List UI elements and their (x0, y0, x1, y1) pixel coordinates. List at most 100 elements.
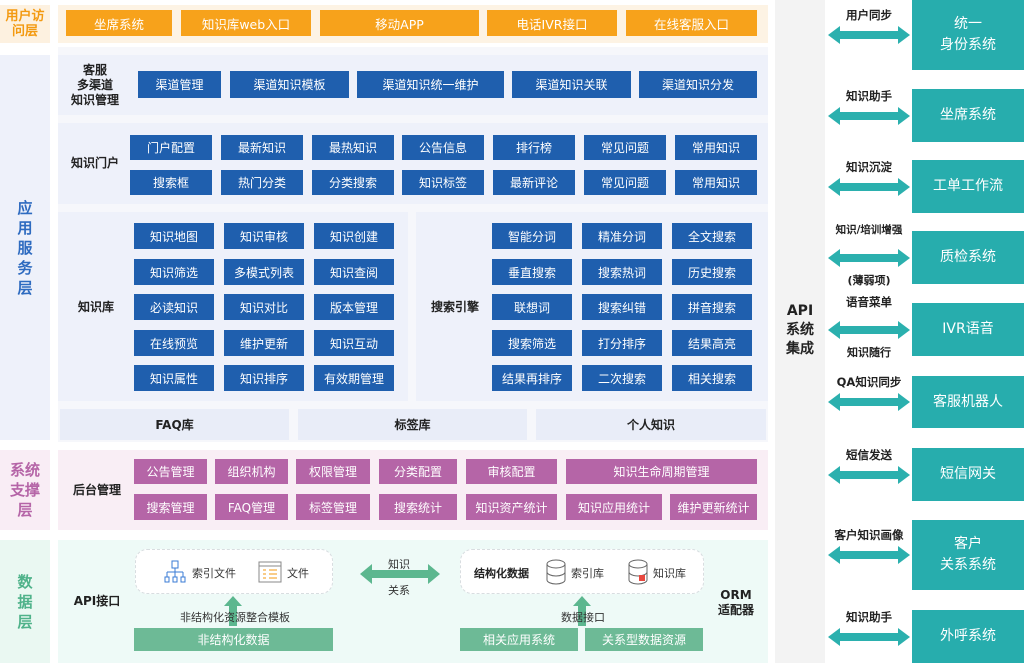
kb-button[interactable]: 知识排序 (224, 365, 304, 391)
search-label: 搜索引擎 (430, 300, 479, 314)
search-button[interactable]: 智能分词 (492, 223, 572, 249)
kb-button[interactable]: 维护更新 (224, 330, 304, 356)
api-interface-label: API接口 (73, 594, 121, 608)
tab-personal[interactable]: 个人知识 (536, 409, 766, 440)
portal-button[interactable]: 排行榜 (493, 135, 575, 160)
integration-system-box[interactable]: 客户 关系系统 (912, 520, 1024, 590)
integration-link-label: 语音菜单 (846, 294, 892, 309)
structured-data-box (460, 549, 704, 594)
user-access-button[interactable]: 在线客服入口 (626, 10, 757, 36)
structured-data-label: 结构化数据 (474, 567, 529, 580)
integration-link-label: QA知识同步 (836, 375, 902, 389)
kb-button[interactable]: 知识对比 (224, 294, 304, 320)
search-button[interactable]: 全文搜索 (672, 223, 752, 249)
portal-button[interactable]: 热门分类 (221, 170, 303, 195)
search-button[interactable]: 精准分词 (582, 223, 662, 249)
integration-system-box[interactable]: 短信网关 (912, 448, 1024, 501)
kb-button[interactable]: 知识筛选 (134, 259, 214, 285)
backend-button[interactable]: 组织机构 (215, 459, 288, 484)
tab-tags[interactable]: 标签库 (298, 409, 527, 440)
channel-button[interactable]: 渠道知识分发 (639, 71, 757, 98)
backend-button[interactable]: 知识生命周期管理 (566, 459, 757, 484)
portal-button[interactable]: 最新知识 (221, 135, 303, 160)
search-button[interactable]: 历史搜索 (672, 259, 752, 285)
double-arrow-icon (828, 546, 910, 564)
kb-button[interactable]: 知识地图 (134, 223, 214, 249)
double-arrow-icon (828, 627, 910, 646)
search-button[interactable]: 搜索纠错 (582, 294, 662, 320)
integration-link-label: 知识沉淀 (846, 159, 892, 174)
backend-button[interactable]: 标签管理 (296, 494, 370, 520)
portal-button[interactable]: 知识标签 (402, 170, 484, 195)
kb-button[interactable]: 知识互动 (314, 330, 394, 356)
kb-button[interactable]: 知识创建 (314, 223, 394, 249)
search-button[interactable]: 搜索筛选 (492, 330, 572, 356)
integration-link-label: 知识助手 (846, 609, 892, 624)
integration-system-box[interactable]: 统一 身份系统 (912, 0, 1024, 70)
kb-button[interactable]: 多模式列表 (224, 259, 304, 285)
search-button[interactable]: 结果再排序 (492, 365, 572, 391)
user-access-button[interactable]: 电话IVR接口 (487, 10, 617, 36)
backend-button[interactable]: 知识资产统计 (466, 494, 557, 520)
integration-link-label: 知识/培训增强 (835, 223, 903, 236)
search-button[interactable]: 联想词 (492, 294, 572, 320)
backend-button[interactable]: 搜索统计 (379, 494, 457, 520)
up-arrow-icon (224, 596, 242, 626)
search-button[interactable]: 二次搜索 (582, 365, 662, 391)
backend-button[interactable]: FAQ管理 (215, 494, 288, 520)
portal-button[interactable]: 搜索框 (130, 170, 212, 195)
related-systems-block: 相关应用系统 (460, 628, 578, 651)
integration-system-box[interactable]: 外呼系统 (912, 610, 1024, 663)
search-button[interactable]: 垂直搜索 (492, 259, 572, 285)
portal-button[interactable]: 常用知识 (675, 135, 757, 160)
kb-button[interactable]: 知识查阅 (314, 259, 394, 285)
kb-button[interactable]: 有效期管理 (314, 365, 394, 391)
portal-button[interactable]: 分类搜索 (312, 170, 394, 195)
kb-button[interactable]: 知识属性 (134, 365, 214, 391)
kb-button[interactable]: 版本管理 (314, 294, 394, 320)
backend-button[interactable]: 分类配置 (379, 459, 457, 484)
integration-system-box[interactable]: 工单工作流 (912, 160, 1024, 213)
backend-button[interactable]: 维护更新统计 (670, 494, 757, 520)
kb-button[interactable]: 必读知识 (134, 294, 214, 320)
channel-button[interactable]: 渠道知识模板 (230, 71, 349, 98)
double-arrow-icon (828, 393, 910, 411)
portal-button[interactable]: 公告信息 (402, 135, 484, 160)
backend-button[interactable]: 搜索管理 (134, 494, 207, 520)
portal-button[interactable]: 最热知识 (312, 135, 394, 160)
index-file-icon (164, 560, 186, 583)
user-access-button[interactable]: 坐席系统 (66, 10, 172, 36)
kb-button[interactable]: 在线预览 (134, 330, 214, 356)
search-button[interactable]: 结果高亮 (672, 330, 752, 356)
channel-button[interactable]: 渠道知识统一维护 (357, 71, 504, 98)
search-button[interactable]: 相关搜索 (672, 365, 752, 391)
integration-system-box[interactable]: 坐席系统 (912, 89, 1024, 142)
backend-button[interactable]: 知识应用统计 (566, 494, 662, 520)
channel-button[interactable]: 渠道管理 (138, 71, 221, 98)
search-button[interactable]: 打分排序 (582, 330, 662, 356)
backend-button[interactable]: 公告管理 (134, 459, 207, 484)
tab-faq[interactable]: FAQ库 (60, 409, 289, 440)
portal-button[interactable]: 最新评论 (493, 170, 575, 195)
layer-label-user: 用户访问层 (0, 5, 50, 43)
portal-button[interactable]: 常见问题 (584, 170, 666, 195)
backend-button[interactable]: 权限管理 (296, 459, 370, 484)
integration-system-box[interactable]: 客服机器人 (912, 376, 1024, 428)
search-button[interactable]: 拼音搜索 (672, 294, 752, 320)
integration-link-label: 用户同步 (846, 8, 892, 22)
backend-button[interactable]: 审核配置 (466, 459, 557, 484)
portal-button[interactable]: 门户配置 (130, 135, 212, 160)
channel-button[interactable]: 渠道知识关联 (512, 71, 631, 98)
search-button[interactable]: 搜索热词 (582, 259, 662, 285)
double-arrow-icon (828, 106, 910, 125)
portal-button[interactable]: 常用知识 (675, 170, 757, 195)
user-access-button[interactable]: 移动APP (320, 10, 479, 36)
portal-button[interactable]: 常见问题 (584, 135, 666, 160)
integration-system-box[interactable]: 质检系统 (912, 231, 1024, 284)
kb-button[interactable]: 知识审核 (224, 223, 304, 249)
orm-adapter-label: ORM 适配器 (717, 588, 754, 617)
double-arrow-icon (828, 26, 910, 44)
integration-system-box[interactable]: IVR语音 (912, 303, 1024, 356)
integration-link-label: (薄弱项) (847, 273, 891, 287)
user-access-button[interactable]: 知识库web入口 (181, 10, 311, 36)
